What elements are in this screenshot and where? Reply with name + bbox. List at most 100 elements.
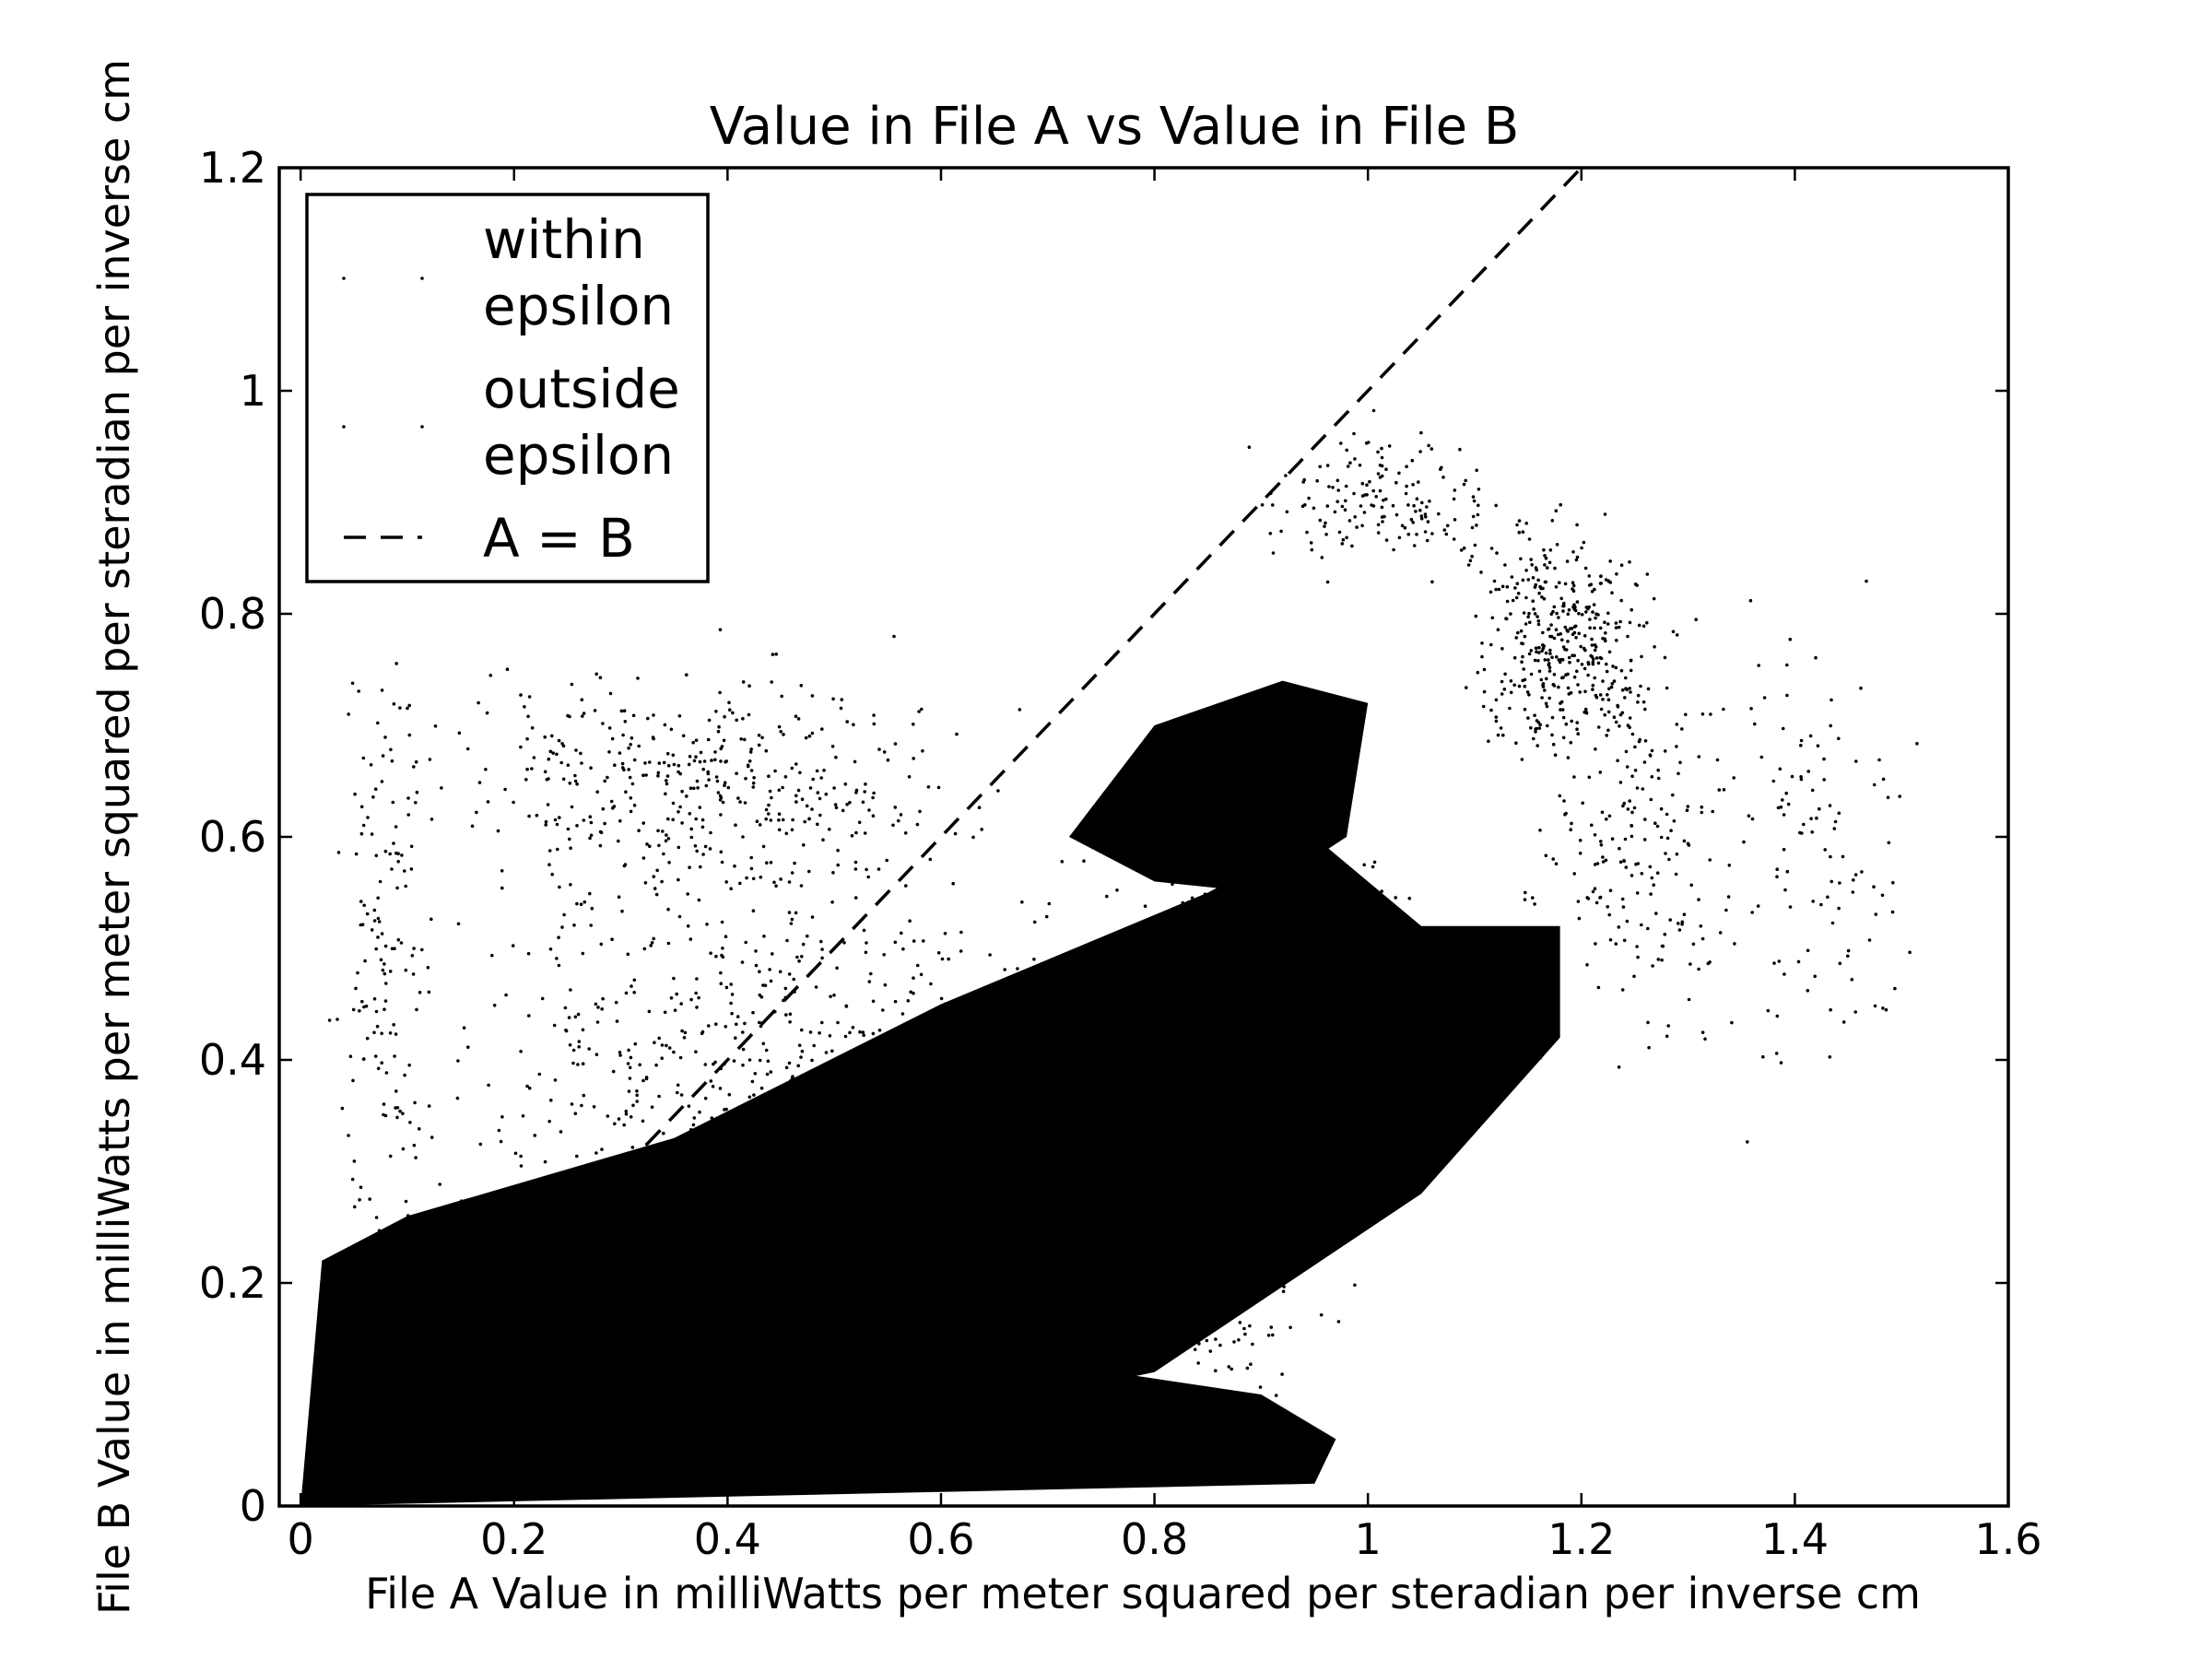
scatter-point	[1131, 1048, 1135, 1053]
scatter-point	[650, 941, 654, 945]
scatter-point	[1583, 566, 1588, 571]
scatter-point	[720, 953, 724, 958]
scatter-point	[396, 937, 401, 942]
scatter-point	[563, 1006, 568, 1010]
scatter-point	[594, 1151, 598, 1155]
scatter-point	[1592, 603, 1596, 606]
scatter-point	[1775, 867, 1779, 871]
scatter-point	[1220, 1241, 1224, 1246]
scatter-point	[1884, 1007, 1888, 1012]
scatter-point	[920, 1027, 924, 1031]
legend-marker-outside-dot-2	[420, 425, 424, 429]
scatter-point	[499, 1139, 503, 1144]
scatter-point	[1554, 862, 1559, 865]
scatter-point	[1212, 1243, 1217, 1248]
scatter-point	[565, 1221, 569, 1226]
scatter-point	[1344, 1071, 1347, 1075]
scatter-point	[398, 1109, 402, 1113]
scatter-point	[1594, 942, 1597, 946]
scatter-point	[643, 1218, 648, 1222]
scatter-point	[853, 896, 858, 900]
scatter-point	[558, 816, 561, 819]
scatter-point	[1273, 1165, 1277, 1170]
scatter-point	[656, 774, 660, 778]
scatter-point	[1251, 971, 1254, 975]
scatter-point	[369, 763, 373, 767]
scatter-point	[1352, 491, 1356, 496]
scatter-point	[1416, 935, 1420, 938]
scatter-point	[1280, 1258, 1285, 1262]
scatter-point	[1572, 775, 1576, 779]
scatter-point	[703, 844, 708, 849]
scatter-point	[1074, 1035, 1077, 1040]
scatter-point	[686, 892, 689, 896]
scatter-point	[1593, 643, 1597, 647]
scatter-point	[1589, 653, 1593, 658]
scatter-point	[1428, 500, 1431, 503]
scatter-point	[1237, 1338, 1241, 1342]
scatter-point	[1360, 998, 1365, 1002]
scatter-point	[836, 1020, 840, 1025]
scatter-point	[1003, 968, 1006, 971]
scatter-point	[1171, 975, 1175, 980]
scatter-point	[1647, 1045, 1651, 1050]
scatter-point	[736, 1159, 741, 1163]
scatter-point	[1722, 707, 1725, 712]
scatter-point	[1639, 684, 1642, 688]
scatter-point	[996, 789, 1000, 793]
scatter-point	[869, 971, 873, 976]
scatter-point	[1378, 464, 1382, 467]
scatter-point	[1585, 963, 1589, 967]
scatter-point	[1352, 431, 1356, 436]
scatter-point	[582, 900, 587, 904]
scatter-point	[1308, 1124, 1312, 1129]
scatter-point	[1700, 936, 1705, 941]
scatter-point	[1113, 1000, 1117, 1005]
scatter-point	[1664, 852, 1667, 855]
scatter-point	[1372, 1119, 1376, 1123]
scatter-point	[374, 1009, 379, 1014]
scatter-point	[633, 1041, 638, 1046]
scatter-point	[758, 970, 761, 973]
scatter-point	[1234, 1077, 1238, 1081]
scatter-point	[1266, 1061, 1271, 1065]
scatter-point	[581, 714, 584, 718]
axis-ticks: 0 0.2 0.4 0.6 0.8 1 1.2 1.4 1.600.20.40.60.811.2	[199, 143, 2042, 1564]
scatter-point	[1236, 1219, 1240, 1223]
scatter-point	[1482, 667, 1487, 672]
scatter-point	[1548, 652, 1552, 655]
scatter-point	[1161, 1156, 1165, 1159]
scatter-point	[1512, 655, 1517, 660]
scatter-point	[1452, 497, 1456, 501]
scatter-point	[1119, 1355, 1124, 1359]
scatter-point	[1292, 919, 1297, 923]
scatter-point	[1152, 1332, 1157, 1335]
scatter-point	[1335, 1107, 1339, 1111]
scatter-point	[1334, 929, 1338, 933]
scatter-point	[1212, 884, 1216, 888]
scatter-point	[1186, 1315, 1191, 1320]
scatter-point	[746, 763, 750, 768]
scatter-point	[618, 1051, 622, 1054]
scatter-point	[562, 912, 566, 917]
scatter-point	[764, 807, 769, 812]
scatter-point	[1219, 1289, 1224, 1293]
scatter-point	[840, 698, 844, 701]
scatter-point	[1697, 967, 1700, 971]
x-tick-label: 1	[1355, 1514, 1382, 1564]
scatter-point	[1775, 875, 1779, 878]
scatter-point	[1423, 512, 1428, 516]
y-tick-label: 1.2	[199, 143, 266, 193]
scatter-point	[1479, 571, 1483, 574]
scatter-point	[667, 861, 671, 865]
scatter-point	[1171, 1128, 1175, 1133]
scatter-point	[1295, 841, 1300, 846]
x-tick-label: 0.2	[480, 1514, 547, 1564]
scatter-point	[796, 717, 801, 721]
scatter-point	[1523, 684, 1527, 688]
scatter-point	[842, 941, 846, 945]
scatter-point	[1172, 943, 1176, 947]
scatter-point	[872, 791, 876, 795]
scatter-point	[762, 935, 766, 938]
scatter-point	[1614, 720, 1618, 724]
